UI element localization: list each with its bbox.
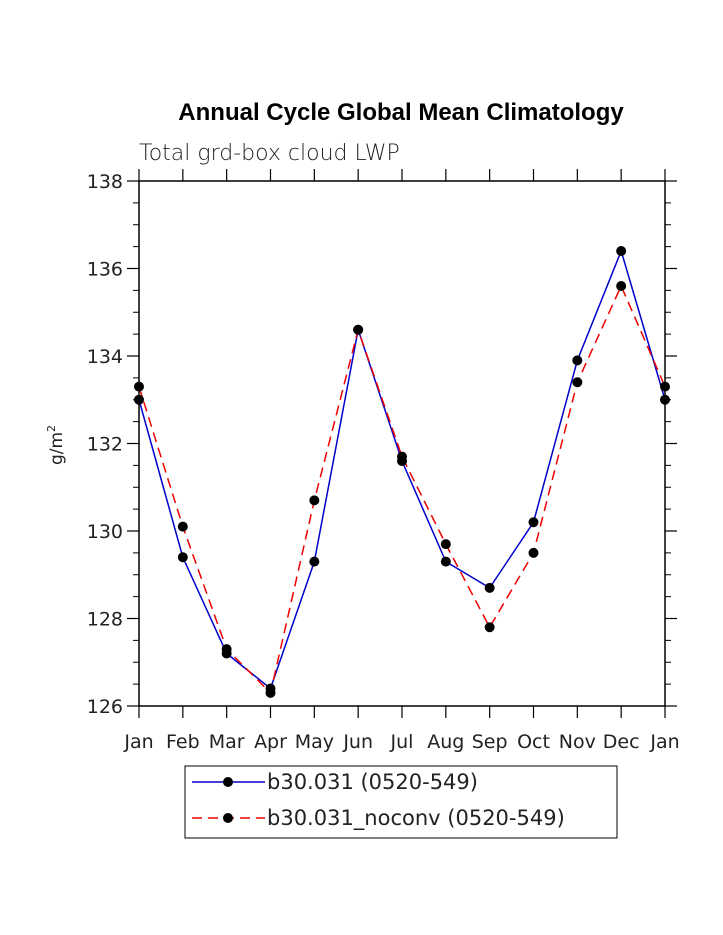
legend-label-series-1: b30.031 (0520-549) xyxy=(267,770,478,794)
y-tick-label: 136 xyxy=(87,259,123,281)
legend-label-series-2: b30.031_noconv (0520-549) xyxy=(267,806,565,831)
x-tick-label: Jan xyxy=(123,731,153,753)
series-2-point xyxy=(353,324,364,335)
legend-marker-series-2 xyxy=(223,813,233,823)
series-1-point xyxy=(616,246,627,256)
series-1-point xyxy=(660,394,670,405)
x-tick-label: Nov xyxy=(559,731,596,753)
chart-title: Annual Cycle Global Mean Climatology xyxy=(178,99,624,126)
y-tick-label: 128 xyxy=(87,609,123,631)
series-2-point xyxy=(177,521,188,532)
chart-subtitle: Total grd-box cloud LWP xyxy=(139,141,400,166)
x-tick-label: May xyxy=(295,731,334,753)
series-1-point xyxy=(528,517,539,528)
y-axis-label-superscript: 2 xyxy=(45,425,58,432)
y-axis-label: g/m2 xyxy=(45,425,67,465)
series-2-line xyxy=(138,284,666,695)
y-tick-label: 138 xyxy=(87,171,123,193)
legend-marker-series-1 xyxy=(223,777,233,787)
series-2-point xyxy=(572,377,583,388)
series-2-point xyxy=(309,495,320,506)
series-1-point xyxy=(134,394,144,405)
x-tick-label: Feb xyxy=(166,731,200,753)
legend-entry-series-2: b30.031_noconv (0520-549) xyxy=(192,806,565,831)
x-tick-label: Apr xyxy=(254,731,287,753)
series-1-point xyxy=(177,552,188,563)
series-1-point xyxy=(484,582,495,593)
x-tick-label: Dec xyxy=(603,731,640,753)
x-tick-label: Jul xyxy=(390,731,414,753)
series-2-point xyxy=(616,281,627,291)
y-axis-label-base: g/m xyxy=(47,432,67,465)
y-tick-label: 132 xyxy=(87,434,123,456)
y-tick-label: 126 xyxy=(87,696,123,718)
plot-frame xyxy=(138,180,666,707)
legend-box xyxy=(184,765,618,839)
x-axis-ticks: Jan Feb Mar Apr May Jun Jul Aug Sep Oct Nov Dec Jan xyxy=(123,169,680,753)
series-2-point xyxy=(484,622,495,633)
x-tick-label: Sep xyxy=(472,731,508,753)
series-2-point xyxy=(265,687,276,698)
series-1-point xyxy=(440,556,451,567)
series-layer xyxy=(134,246,670,698)
y-tick-label: 130 xyxy=(87,521,123,543)
x-tick-label: Oct xyxy=(517,731,550,753)
legend: b30.031 (0520-549) b30.031_noconv (0520-… xyxy=(184,765,618,839)
series-1-point xyxy=(572,355,583,366)
series-2-point xyxy=(134,381,144,392)
x-tick-label: Mar xyxy=(209,731,245,753)
series-2-point xyxy=(440,539,451,550)
series-2-point xyxy=(528,547,539,558)
legend-entry-series-1: b30.031 (0520-549) xyxy=(192,770,478,794)
series-2-point xyxy=(660,381,670,392)
x-tick-label: Jun xyxy=(342,731,373,753)
series-2-point xyxy=(397,451,407,462)
series-1-point xyxy=(309,556,320,567)
x-tick-label: Jan xyxy=(649,731,679,753)
x-tick-label: Aug xyxy=(427,731,464,753)
series-2-point xyxy=(221,644,232,655)
y-tick-label: 134 xyxy=(87,346,123,368)
y-axis-ticks: 126 128 130 132 134 136 138 xyxy=(87,171,677,718)
